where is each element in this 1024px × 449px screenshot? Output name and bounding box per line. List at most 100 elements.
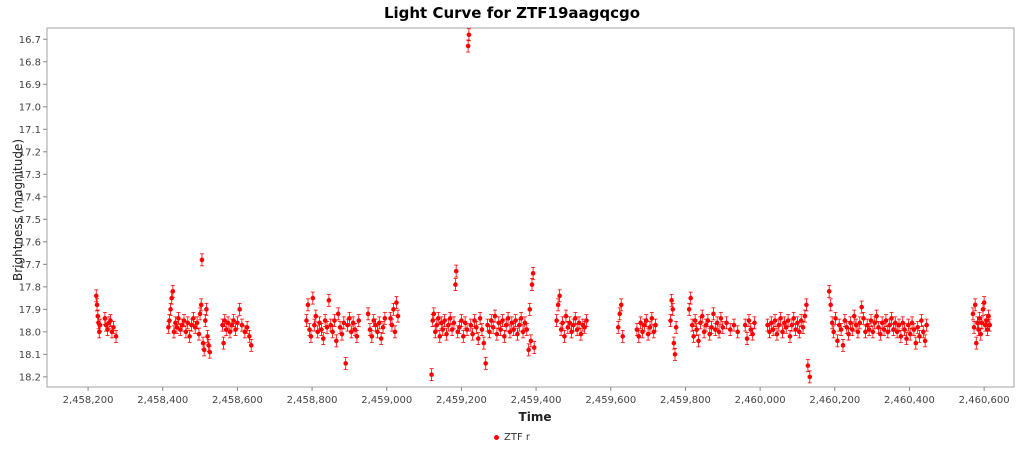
point-marker	[833, 316, 838, 321]
point-marker	[231, 318, 236, 323]
data-point	[221, 336, 226, 350]
point-marker	[987, 322, 993, 328]
point-marker	[855, 329, 861, 335]
data-point	[698, 316, 703, 330]
data-point	[315, 325, 320, 339]
data-point	[113, 329, 119, 343]
data-point	[807, 370, 813, 384]
data-point	[981, 296, 987, 309]
point-marker	[225, 320, 231, 326]
y-tick-label: 16.8	[19, 57, 41, 68]
data-point	[515, 327, 520, 341]
point-marker	[437, 334, 443, 339]
data-point	[973, 336, 979, 350]
point-marker	[332, 318, 337, 323]
data-point	[911, 323, 917, 337]
data-point	[490, 320, 496, 334]
data-point	[898, 329, 904, 343]
data-points	[93, 28, 993, 384]
point-marker	[204, 307, 209, 312]
point-marker	[567, 320, 573, 326]
point-marker	[526, 347, 531, 353]
point-marker	[305, 302, 311, 308]
data-point	[94, 298, 100, 312]
data-point	[742, 318, 748, 332]
point-marker	[442, 318, 447, 323]
point-marker	[95, 313, 101, 319]
point-marker	[330, 329, 335, 335]
x-tick-label: 2,458,200	[63, 395, 114, 406]
data-point	[244, 320, 250, 334]
data-point	[913, 336, 919, 350]
x-tick-label: 2,458,800	[287, 395, 338, 406]
point-marker	[451, 320, 457, 326]
data-point	[225, 316, 231, 330]
point-marker	[108, 318, 113, 323]
y-tick-label: 17.4	[19, 192, 41, 203]
point-marker	[490, 325, 496, 330]
point-marker	[668, 318, 673, 323]
point-marker	[464, 327, 470, 332]
point-marker	[113, 334, 119, 339]
point-marker	[902, 327, 907, 332]
point-marker	[395, 313, 401, 319]
point-marker	[247, 334, 252, 339]
point-marker	[475, 336, 481, 341]
data-point	[584, 314, 589, 328]
point-marker	[326, 298, 332, 303]
point-marker	[479, 327, 485, 332]
data-point	[97, 318, 103, 332]
point-marker	[244, 325, 250, 330]
point-marker	[447, 316, 453, 321]
data-point	[805, 359, 811, 373]
point-marker	[239, 322, 245, 328]
point-marker	[870, 329, 876, 335]
plot-area	[46, 27, 1015, 388]
y-tick-label: 17.9	[19, 305, 41, 316]
data-point	[838, 323, 844, 337]
point-marker	[560, 320, 565, 326]
point-marker	[724, 320, 729, 326]
data-point	[686, 302, 692, 316]
data-point	[197, 307, 203, 321]
plot-frame	[46, 27, 1015, 388]
x-tick-label: 2,459,000	[361, 395, 412, 406]
point-marker	[851, 313, 857, 319]
x-tick-label: 2,459,800	[660, 395, 711, 406]
y-tick-label: 18.0	[19, 327, 41, 338]
point-marker	[889, 316, 894, 321]
point-marker	[369, 334, 375, 339]
data-point	[459, 314, 464, 328]
data-point	[752, 316, 757, 330]
data-point	[870, 325, 876, 339]
data-point	[354, 329, 360, 343]
data-point	[468, 318, 474, 332]
point-marker	[919, 318, 924, 323]
data-point	[194, 316, 200, 330]
data-point	[560, 316, 565, 330]
point-marker	[343, 361, 348, 366]
data-point	[203, 314, 208, 328]
point-marker	[339, 331, 345, 337]
point-marker	[392, 329, 398, 335]
chart-title: Light Curve for ZTF19aagqcgo	[383, 4, 641, 22]
point-marker	[185, 320, 191, 326]
data-point	[638, 316, 643, 330]
point-marker	[573, 316, 578, 321]
point-marker	[528, 338, 534, 344]
data-point	[744, 332, 750, 346]
point-marker	[653, 322, 658, 328]
data-point	[447, 311, 453, 325]
point-marker	[911, 327, 917, 332]
point-marker	[248, 343, 254, 348]
x-tick-label: 2,459,200	[436, 395, 487, 406]
point-marker	[705, 318, 711, 323]
point-marker	[904, 336, 909, 341]
point-marker	[750, 331, 755, 337]
point-marker	[200, 340, 206, 346]
point-marker	[341, 320, 347, 326]
data-point	[394, 296, 399, 309]
data-point	[237, 302, 242, 316]
data-point	[505, 311, 511, 325]
data-point	[231, 314, 236, 328]
